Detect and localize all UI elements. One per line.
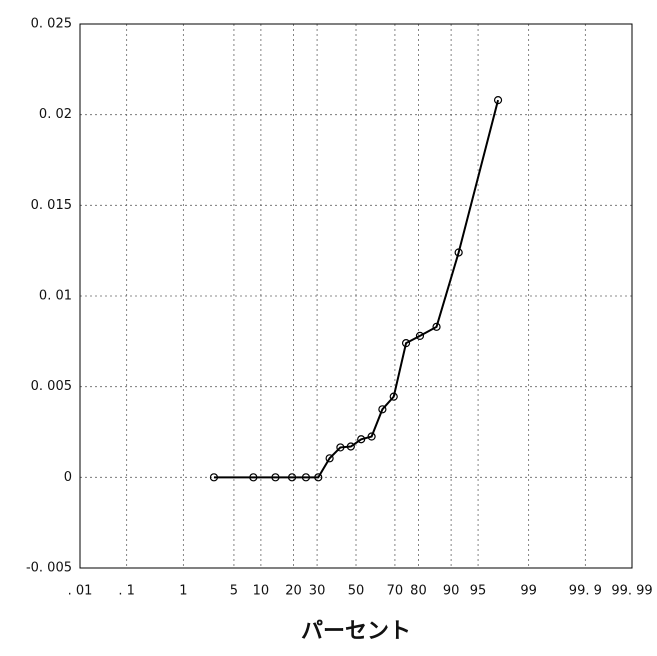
y-tick-label: 0. 005	[31, 379, 72, 394]
data-point	[271, 473, 280, 482]
y-tick-label: 0. 02	[39, 107, 72, 122]
data-point	[432, 322, 441, 331]
x-tick-label: 30	[309, 584, 326, 599]
data-point	[454, 248, 463, 257]
y-tick-label: 0. 025	[31, 17, 72, 32]
data-point	[346, 442, 355, 451]
x-tick-label: 20	[285, 584, 302, 599]
data-point	[415, 331, 425, 340]
data-point	[378, 405, 387, 414]
plot-frame	[79, 23, 633, 569]
x-tick-label: 99. 99	[611, 584, 652, 599]
x-tick-label: 90	[443, 584, 460, 599]
data-point	[325, 454, 334, 463]
data-point	[493, 96, 503, 105]
x-tick-label: 70	[387, 584, 404, 599]
x-tick-label: . 1	[118, 584, 135, 599]
x-tick-label: 99	[520, 584, 537, 599]
data-point	[287, 473, 297, 482]
x-tick-label: 1	[179, 584, 187, 599]
data-point	[367, 432, 376, 441]
y-tick-label: 0	[64, 470, 72, 485]
y-tick-label: 0. 01	[39, 289, 72, 304]
data-point	[249, 473, 258, 482]
x-tick-label: 95	[470, 584, 487, 599]
data-point	[389, 392, 398, 401]
data-point	[209, 473, 219, 482]
x-tick-label: 50	[348, 584, 365, 599]
x-tick-label: . 01	[68, 584, 93, 599]
y-tick-label: 0. 015	[31, 198, 72, 213]
y-tick-label: -0. 005	[26, 561, 72, 576]
x-tick-label: 99. 9	[569, 584, 602, 599]
data-point	[357, 435, 366, 444]
x-tick-label: 5	[230, 584, 238, 599]
x-tick-label: 80	[410, 584, 427, 599]
data-point	[301, 473, 311, 482]
data-point	[314, 473, 323, 482]
data-point	[401, 339, 411, 348]
x-axis-label: パーセント	[301, 619, 411, 644]
x-tick-label: 10	[253, 584, 270, 599]
data-point	[336, 443, 345, 452]
